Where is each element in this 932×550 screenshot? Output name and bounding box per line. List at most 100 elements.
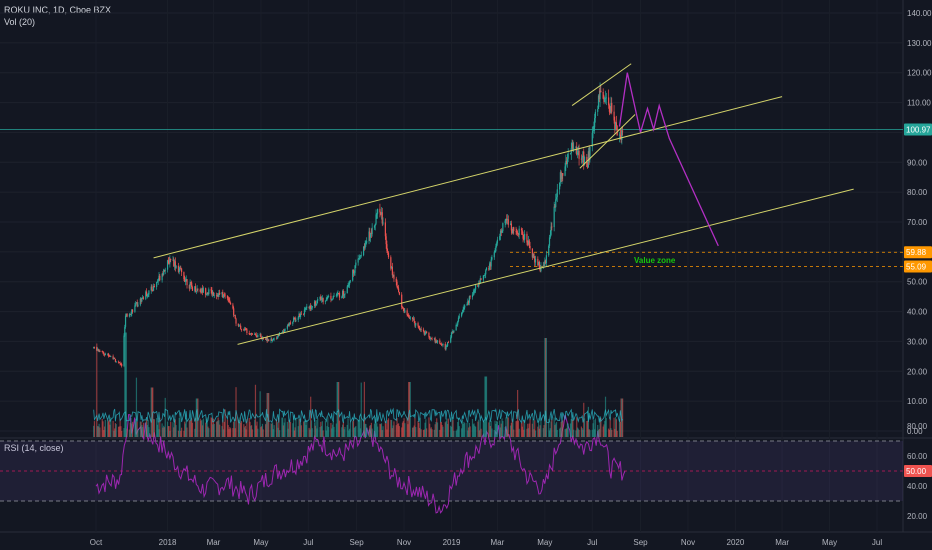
volume-bar	[474, 425, 476, 437]
candle-body	[343, 294, 345, 296]
volume-bar	[615, 419, 618, 437]
volume-bar	[466, 422, 468, 437]
candle-body	[337, 293, 339, 294]
candle-body	[374, 223, 376, 226]
candle-body	[434, 338, 436, 343]
volume-bar	[580, 426, 583, 437]
candle-body	[576, 152, 579, 155]
candle-body	[472, 292, 474, 295]
volume-bar	[336, 382, 338, 437]
candle-body	[614, 120, 616, 130]
candle-body	[621, 130, 623, 140]
candle-body	[442, 343, 444, 346]
volume-bar	[153, 419, 155, 437]
volume-bar	[461, 428, 463, 437]
candle-body	[319, 296, 321, 300]
volume-bar	[406, 417, 408, 437]
volume-bar	[188, 420, 190, 437]
candle-body	[175, 265, 177, 268]
candle-body	[480, 278, 482, 280]
volume-bar	[342, 422, 344, 437]
candle-body	[444, 343, 446, 350]
candle-body	[414, 321, 416, 326]
volume-bar	[611, 429, 613, 437]
volume-bar	[478, 419, 480, 437]
candle-body	[384, 222, 386, 237]
volume-bar	[142, 426, 144, 437]
volume-bar	[102, 421, 104, 437]
candle-body	[583, 151, 585, 165]
volume-bar	[402, 421, 404, 437]
candle-body	[228, 299, 230, 301]
candle-body	[502, 223, 504, 232]
candle-body	[397, 288, 400, 292]
candle-body	[173, 259, 175, 267]
volume-bar	[298, 418, 300, 437]
volume-bar	[158, 429, 160, 437]
candle-body	[550, 226, 552, 235]
time-tick-label: 2018	[159, 538, 177, 547]
volume-bar	[161, 423, 163, 437]
candle-body	[268, 339, 270, 341]
candle-body	[320, 299, 323, 300]
time-tick-label: 2019	[443, 538, 461, 547]
volume-bar	[148, 427, 150, 437]
volume-bar	[387, 419, 389, 437]
candle-body	[205, 288, 207, 295]
candle-body	[523, 238, 525, 240]
volume-bar	[156, 424, 159, 437]
volume-bar	[201, 425, 204, 437]
candle-body	[426, 331, 428, 333]
volume-bar	[205, 422, 207, 437]
volume-bar	[608, 428, 610, 437]
time-tick-label: Nov	[681, 538, 695, 547]
candle-body	[520, 228, 523, 231]
candle-body	[208, 289, 210, 295]
level-tag-lower-bg	[904, 260, 932, 273]
volume-bar	[109, 424, 111, 437]
candle-body	[369, 233, 372, 238]
volume-bar	[376, 423, 378, 437]
candle-body	[386, 244, 388, 251]
volume-bar	[505, 417, 507, 437]
volume-bar	[210, 417, 212, 437]
candle-body	[223, 294, 225, 296]
candle-body	[233, 308, 235, 316]
candle-body	[619, 134, 621, 136]
volume-bar	[289, 419, 291, 437]
volume-bar	[186, 427, 188, 437]
volume-bar	[479, 420, 481, 437]
volume-bar	[145, 421, 147, 437]
volume-bar	[545, 338, 547, 437]
candle-body	[239, 325, 241, 327]
volume-bar	[335, 423, 337, 437]
candle-body	[391, 266, 393, 276]
volume-bar	[401, 427, 403, 437]
volume-bar	[212, 424, 214, 437]
candle-body	[222, 292, 224, 298]
volume-bar	[194, 428, 196, 437]
volume-bar	[300, 425, 302, 437]
volume-bar	[589, 430, 591, 437]
candle-body	[597, 108, 599, 112]
volume-bar	[381, 430, 383, 437]
rsi-last-value-tag: 50.00	[906, 467, 927, 476]
volume-bar	[320, 421, 322, 437]
volume-bar	[567, 423, 569, 437]
volume-bar	[137, 429, 139, 437]
volume-bar	[146, 424, 148, 437]
candle-body	[537, 258, 539, 266]
candle-body	[560, 172, 562, 179]
volume-bar	[496, 421, 498, 437]
candle-body	[433, 338, 435, 340]
candle-body	[179, 268, 181, 271]
volume-bar	[305, 424, 307, 437]
candle-body	[390, 257, 392, 269]
volume-bar	[451, 417, 453, 437]
volume-bar	[96, 426, 99, 437]
time-tick-label: May	[822, 538, 837, 547]
volume-bar	[592, 423, 594, 437]
candle-body	[435, 341, 437, 343]
candle-body	[577, 150, 579, 153]
